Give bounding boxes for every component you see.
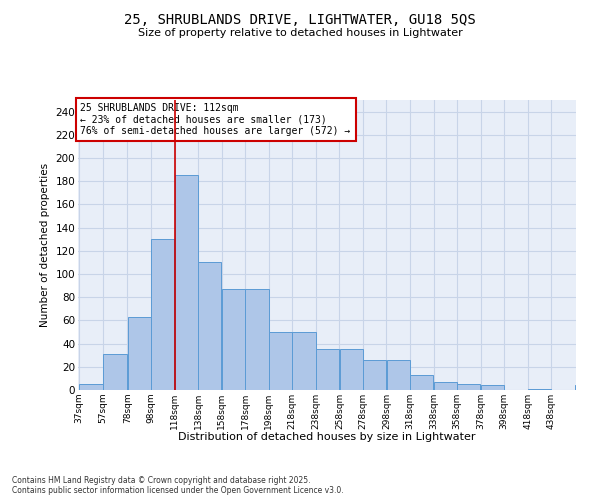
- Bar: [363, 360, 386, 390]
- Bar: [316, 350, 339, 390]
- Bar: [386, 360, 410, 390]
- Text: 25 SHRUBLANDS DRIVE: 112sqm
← 23% of detached houses are smaller (173)
76% of se: 25 SHRUBLANDS DRIVE: 112sqm ← 23% of det…: [80, 103, 351, 136]
- Bar: [128, 317, 151, 390]
- Y-axis label: Number of detached properties: Number of detached properties: [40, 163, 50, 327]
- Bar: [245, 289, 269, 390]
- Text: Distribution of detached houses by size in Lightwater: Distribution of detached houses by size …: [178, 432, 476, 442]
- Bar: [103, 354, 127, 390]
- Bar: [410, 375, 433, 390]
- Bar: [434, 382, 457, 390]
- Bar: [79, 384, 103, 390]
- Bar: [575, 386, 598, 390]
- Text: 25, SHRUBLANDS DRIVE, LIGHTWATER, GU18 5QS: 25, SHRUBLANDS DRIVE, LIGHTWATER, GU18 5…: [124, 12, 476, 26]
- Bar: [528, 389, 551, 390]
- Bar: [340, 350, 363, 390]
- Text: Size of property relative to detached houses in Lightwater: Size of property relative to detached ho…: [137, 28, 463, 38]
- Bar: [151, 239, 175, 390]
- Bar: [269, 332, 292, 390]
- Text: Contains HM Land Registry data © Crown copyright and database right 2025.
Contai: Contains HM Land Registry data © Crown c…: [12, 476, 344, 495]
- Bar: [175, 176, 198, 390]
- Bar: [481, 386, 504, 390]
- Bar: [292, 332, 316, 390]
- Bar: [222, 289, 245, 390]
- Bar: [198, 262, 221, 390]
- Bar: [457, 384, 481, 390]
